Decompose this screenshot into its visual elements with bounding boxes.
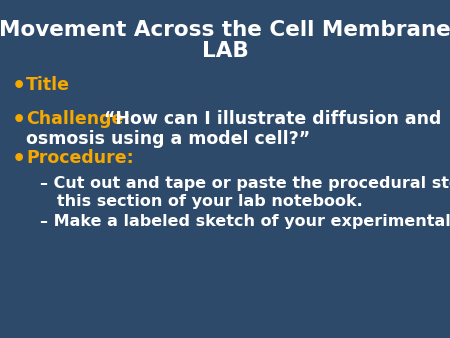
Text: osmosis using a model cell?”: osmosis using a model cell?” <box>26 130 310 148</box>
Text: Title: Title <box>26 76 70 94</box>
Text: “How can I illustrate diffusion and: “How can I illustrate diffusion and <box>104 110 441 128</box>
Text: LAB: LAB <box>202 41 248 61</box>
Text: Challenge:: Challenge: <box>26 110 130 128</box>
Text: Movement Across the Cell Membrane: Movement Across the Cell Membrane <box>0 20 450 40</box>
Text: – Cut out and tape or paste the procedural steps into: – Cut out and tape or paste the procedur… <box>40 176 450 191</box>
Text: Procedure:: Procedure: <box>26 149 134 167</box>
Text: – Make a labeled sketch of your experimental set-up.: – Make a labeled sketch of your experime… <box>40 214 450 229</box>
Text: •: • <box>12 149 26 169</box>
Text: this section of your lab notebook.: this section of your lab notebook. <box>40 194 363 209</box>
Text: •: • <box>12 110 26 130</box>
Text: •: • <box>12 76 26 96</box>
